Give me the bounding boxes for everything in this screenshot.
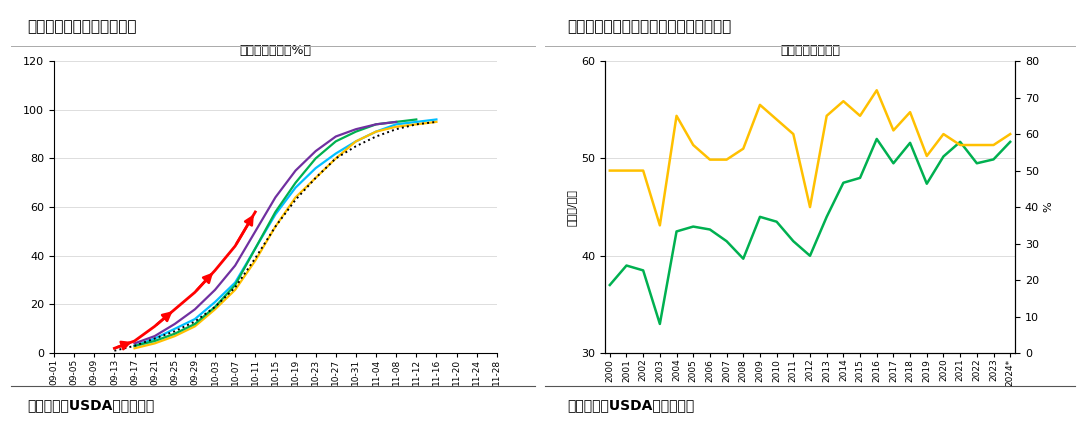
Title: 美豆收割进度（%）: 美豆收割进度（%）	[240, 44, 311, 57]
Title: 单产与优良率情况: 单产与优良率情况	[780, 44, 840, 57]
Text: 图：美豆优良率与单产变化方向趋于一致: 图：美豆优良率与单产变化方向趋于一致	[567, 20, 731, 34]
Y-axis label: %: %	[1043, 202, 1053, 212]
Text: 数据来源：USDA，国富期货: 数据来源：USDA，国富期货	[27, 399, 154, 412]
Y-axis label: 蒲式耳/英亩: 蒲式耳/英亩	[567, 189, 577, 225]
Text: 数据来源：USDA，国富期货: 数据来源：USDA，国富期货	[567, 399, 694, 412]
Text: 图：美豆收割维持偏快节奏: 图：美豆收割维持偏快节奏	[27, 20, 136, 34]
